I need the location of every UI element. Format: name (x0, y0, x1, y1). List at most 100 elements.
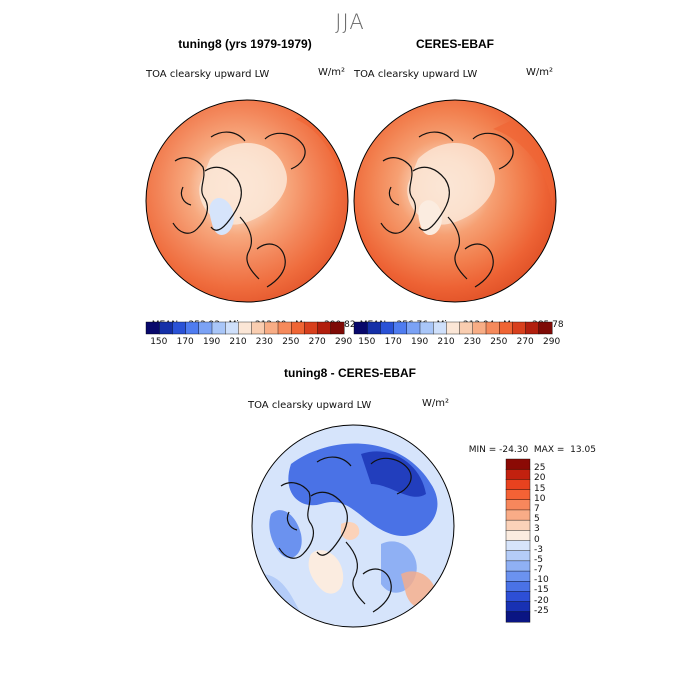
dmax-label: MAX = (533, 445, 565, 455)
colorbar-swatch (505, 479, 531, 491)
colorbar-swatch (505, 581, 531, 592)
colorbar-tick-label: 250 (282, 337, 300, 347)
colorbar-model (145, 321, 345, 335)
map-model (145, 99, 349, 303)
dmin-label: MIN = (468, 445, 497, 455)
colorbar-swatch (172, 321, 187, 335)
colorbar-swatch (145, 321, 160, 335)
diff-title: tuning8 - CERES-EBAF (284, 366, 416, 380)
colorbar-swatch (505, 458, 531, 470)
colorbar-obs (353, 321, 553, 335)
panel-1-variable: TOA clearsky upward LW (146, 69, 270, 80)
colorbar-swatch (198, 321, 213, 335)
colorbar-swatch (277, 321, 292, 335)
colorbar-swatch (485, 321, 500, 335)
colorbar-tick-label: 290 (543, 337, 561, 347)
colorbar-swatch (317, 321, 332, 335)
colorbar-tick-label: 7 (534, 503, 540, 514)
diff-min: -24.30 (499, 445, 529, 455)
map-obs (353, 99, 557, 303)
colorbar-swatch (304, 321, 319, 335)
season-title: JJA (335, 10, 365, 34)
colorbar-tick-label: 230 (463, 337, 481, 347)
colorbar-swatch (211, 321, 226, 335)
colorbar-swatch (446, 321, 461, 335)
colorbar-tick-label: 210 (437, 337, 455, 347)
colorbar-swatch (525, 321, 540, 335)
colorbar-swatch (505, 591, 531, 603)
colorbar-tick-label: 230 (255, 337, 273, 347)
colorbar-tick-label: 290 (335, 337, 353, 347)
colorbar-swatch (505, 489, 531, 501)
colorbar-swatch (330, 321, 345, 335)
colorbar-swatch (264, 321, 279, 335)
colorbar-swatch (419, 321, 434, 335)
colorbar-obs-ticks: 150 170 190 210 230 250 270 290 (354, 337, 560, 349)
colorbar-swatch (505, 601, 531, 613)
diff-units: W/m² (422, 398, 450, 409)
colorbar-swatch (505, 509, 531, 521)
colorbar-swatch (353, 321, 368, 335)
colorbar-swatch (238, 321, 253, 335)
panel-1-title: tuning8 (yrs 1979-1979) (178, 37, 312, 51)
colorbar-tick-label: 150 (150, 337, 168, 347)
colorbar-swatch (505, 540, 531, 552)
colorbar-tick-label: 170 (176, 337, 194, 347)
colorbar-tick-label: 3 (534, 524, 540, 535)
colorbar-tick-label: 150 (358, 337, 376, 347)
colorbar-tick-label: 15 (534, 483, 546, 494)
panel-2-title: CERES-EBAF (415, 37, 494, 51)
colorbar-swatch (512, 321, 527, 335)
colorbar-swatch (538, 321, 553, 335)
colorbar-swatch (380, 321, 395, 335)
colorbar-tick-label: -20 (534, 595, 549, 606)
colorbar-tick-label: 170 (384, 337, 402, 347)
colorbar-swatch (393, 321, 408, 335)
colorbar-swatch (459, 321, 474, 335)
diff-max: 13.05 (570, 445, 596, 455)
colorbar-tick-label: 190 (203, 337, 221, 347)
colorbar-swatch (406, 321, 421, 335)
panel-1-units: W/m² (318, 67, 346, 78)
colorbar-tick-label: 5 (534, 514, 540, 525)
colorbar-swatch (505, 519, 531, 531)
colorbar-swatch (505, 570, 531, 582)
colorbar-swatch (505, 530, 531, 542)
panel-2-units: W/m² (526, 67, 554, 78)
colorbar-tick-label: -3 (534, 544, 543, 555)
colorbar-tick-label: -7 (534, 565, 543, 576)
colorbar-tick-label: 190 (411, 337, 429, 347)
colorbar-swatch (505, 560, 531, 572)
panel-2-variable: TOA clearsky upward LW (354, 69, 478, 80)
colorbar-swatch (158, 321, 173, 335)
colorbar-model-ticks: 150 170 190 210 230 250 270 290 (146, 337, 352, 349)
colorbar-swatch (251, 321, 266, 335)
colorbar-swatch (505, 499, 531, 511)
colorbar-tick-label: -5 (534, 554, 543, 565)
map-difference (251, 424, 455, 628)
colorbar-tick-label: 270 (308, 337, 326, 347)
colorbar-tick-label: 250 (490, 337, 508, 347)
colorbar-swatch (432, 321, 447, 335)
colorbar-tick-label: -10 (534, 575, 549, 586)
colorbar-swatch (472, 321, 487, 335)
colorbar-tick-label: 25 (534, 463, 546, 474)
colorbar-tick-label: 10 (534, 493, 546, 504)
colorbar-swatch (505, 611, 531, 623)
colorbar-swatch (505, 468, 531, 480)
colorbar-difference-ticks: 25 20 15 10 7 5 3 0 -3 -5 -7 -10 -15 -20 -25 (534, 459, 574, 622)
diff-stats: MIN = -24.30 MAX = 13.05 (463, 435, 596, 455)
colorbar-tick-label: 270 (516, 337, 534, 347)
colorbar-tick-label: -15 (534, 585, 549, 596)
colorbar-swatch (366, 321, 381, 335)
colorbar-tick-label: -25 (534, 605, 549, 616)
colorbar-tick-label: 20 (534, 473, 546, 484)
colorbar-tick-label: 0 (534, 534, 540, 545)
colorbar-tick-label: 210 (229, 337, 247, 347)
colorbar-difference (505, 458, 531, 623)
colorbar-swatch (505, 550, 531, 562)
colorbar-swatch (290, 321, 305, 335)
diff-variable: TOA clearsky upward LW (248, 400, 372, 411)
colorbar-swatch (498, 321, 513, 335)
colorbar-swatch (224, 321, 239, 335)
